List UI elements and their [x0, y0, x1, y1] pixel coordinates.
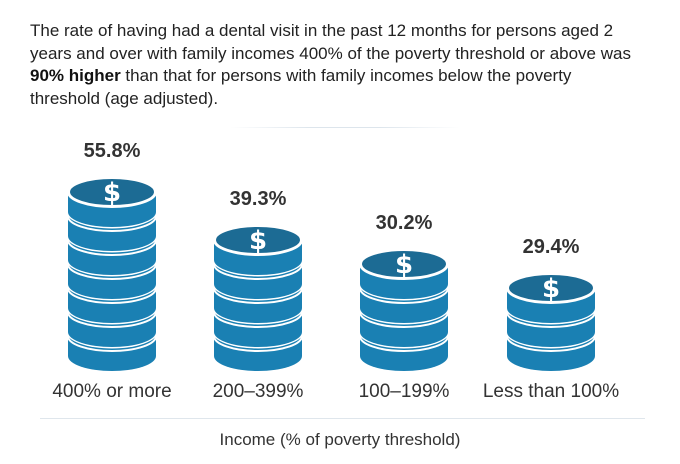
header-divider: [230, 127, 460, 128]
value-label: 29.4%: [523, 236, 580, 258]
intro-text-highlight: 90% higher: [30, 66, 121, 85]
dollar-coin-icon: $: [360, 249, 448, 280]
value-label: 55.8%: [84, 140, 141, 162]
intro-text-start: The rate of having had a dental visit in…: [30, 21, 631, 63]
coin-stack: $: [505, 272, 597, 373]
dollar-sign-icon: $: [103, 178, 121, 208]
value-label: 39.3%: [230, 188, 287, 210]
intro-text: The rate of having had a dental visit in…: [30, 20, 640, 110]
category-label: 400% or more: [52, 381, 171, 402]
intro-text-end: than that for persons with family income…: [30, 66, 572, 108]
coin-stack: $: [66, 176, 158, 373]
dollar-sign-icon: $: [395, 250, 413, 280]
dollar-sign-icon: $: [249, 226, 267, 256]
dollar-coin-icon: $: [68, 177, 156, 208]
dollar-coin-icon: $: [214, 225, 302, 256]
value-label: 30.2%: [376, 212, 433, 234]
x-axis-label: Income (% of poverty threshold): [219, 430, 461, 449]
x-axis-line: [40, 418, 645, 419]
dollar-coin-icon: $: [507, 273, 595, 304]
category-label: Less than 100%: [483, 381, 619, 402]
category-label: 200–399%: [213, 381, 304, 402]
dollar-sign-icon: $: [542, 274, 560, 304]
coin-stack: $: [358, 248, 450, 373]
category-label: 100–199%: [359, 381, 450, 402]
coin-stack: $: [212, 224, 304, 373]
